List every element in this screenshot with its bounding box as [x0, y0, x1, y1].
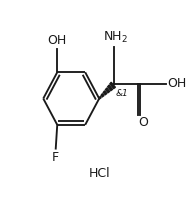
Text: &1: &1 — [115, 89, 128, 98]
Text: O: O — [138, 116, 148, 129]
Polygon shape — [110, 82, 115, 89]
Text: F: F — [52, 151, 59, 164]
Text: OH: OH — [167, 77, 186, 90]
Polygon shape — [99, 96, 101, 99]
Polygon shape — [108, 85, 113, 91]
Polygon shape — [105, 88, 110, 93]
Polygon shape — [103, 91, 107, 95]
Text: HCl: HCl — [89, 167, 111, 180]
Polygon shape — [101, 94, 104, 97]
Text: OH: OH — [48, 34, 67, 47]
Text: NH$_2$: NH$_2$ — [103, 30, 128, 45]
